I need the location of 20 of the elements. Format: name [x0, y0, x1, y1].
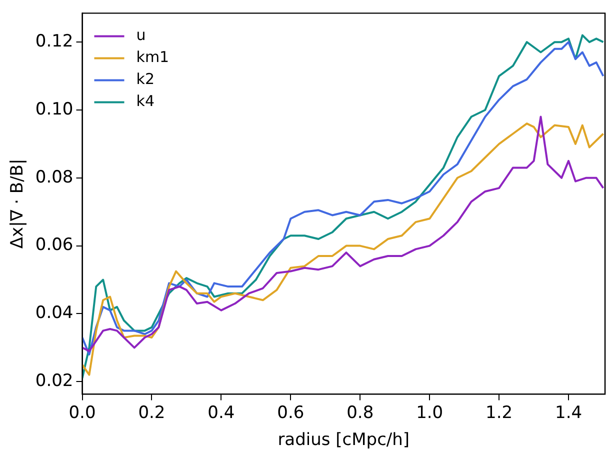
x-tick-label: 0.6: [277, 402, 304, 423]
y-tick-label: 0.10: [35, 99, 74, 120]
legend-label: k4: [136, 92, 154, 110]
x-tick-label: 1.0: [416, 402, 444, 423]
y-tick-label: 0.02: [35, 371, 74, 392]
x-tick-label: 1.4: [555, 402, 582, 423]
x-tick-label: 0.0: [68, 402, 96, 423]
legend-label: km1: [136, 48, 170, 66]
x-tick-label: 1.2: [486, 402, 513, 423]
legend-label: k2: [136, 70, 154, 88]
y-tick-label: 0.06: [35, 235, 74, 256]
y-axis-title: Δx|∇ · B/B|: [8, 158, 28, 249]
y-tick-label: 0.12: [35, 31, 74, 52]
y-tick-label: 0.08: [35, 167, 74, 188]
x-tick-label: 0.8: [346, 402, 374, 423]
x-tick-label: 0.4: [208, 402, 235, 423]
x-tick-label: 0.2: [138, 402, 166, 423]
y-tick-label: 0.04: [35, 303, 74, 324]
legend-label: u: [136, 26, 146, 44]
x-axis-title: radius [cMpc/h]: [278, 430, 410, 450]
